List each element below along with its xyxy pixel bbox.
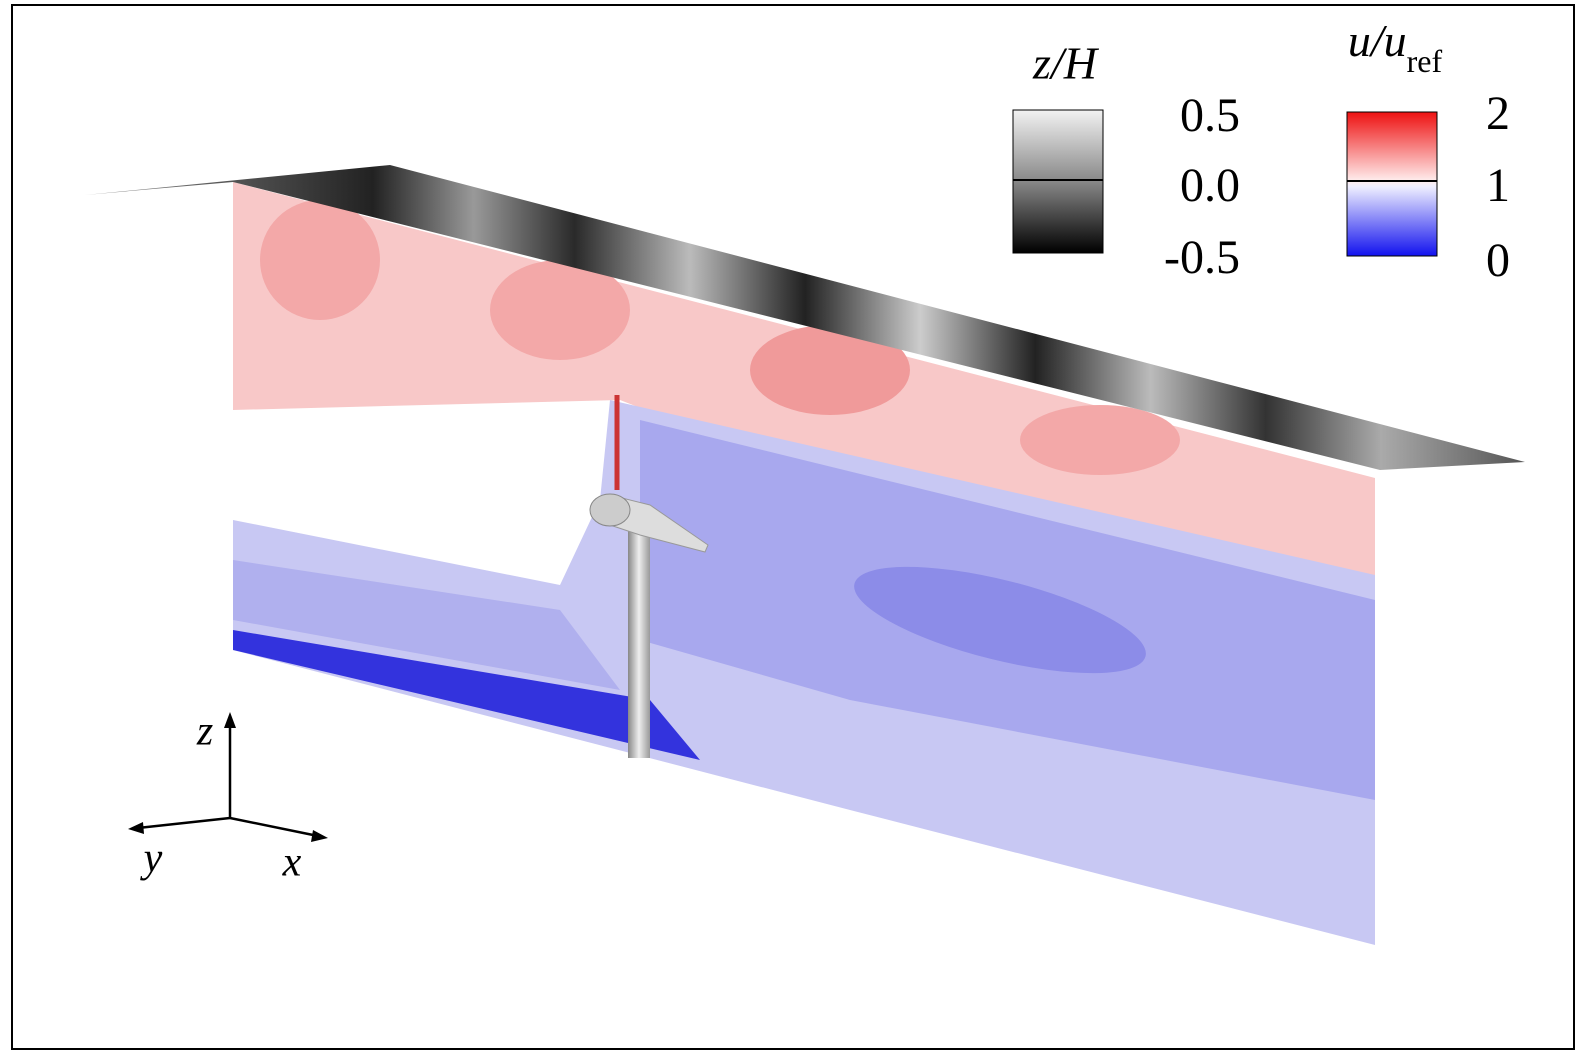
figure: z/H 0.5 0.0 -0.5 u/uref 2 1 0 z y x [0, 0, 1581, 1057]
legend-title: z/H [1032, 38, 1100, 89]
axis-label: z [196, 709, 213, 755]
legend-tick: -0.5 [1164, 231, 1240, 284]
legend-tick: 0.5 [1180, 89, 1240, 142]
colorbar [1347, 112, 1437, 256]
legend-tick: 0 [1486, 234, 1510, 287]
title-sub: ref [1407, 43, 1443, 79]
title-main: u/u [1348, 15, 1407, 66]
legend-tick: 1 [1486, 159, 1510, 212]
colorbar [1013, 110, 1103, 253]
axis-label: y [140, 836, 163, 882]
legend-tick: 0.0 [1180, 159, 1240, 212]
axis-label: x [282, 840, 302, 886]
legend-tick: 2 [1486, 87, 1510, 140]
